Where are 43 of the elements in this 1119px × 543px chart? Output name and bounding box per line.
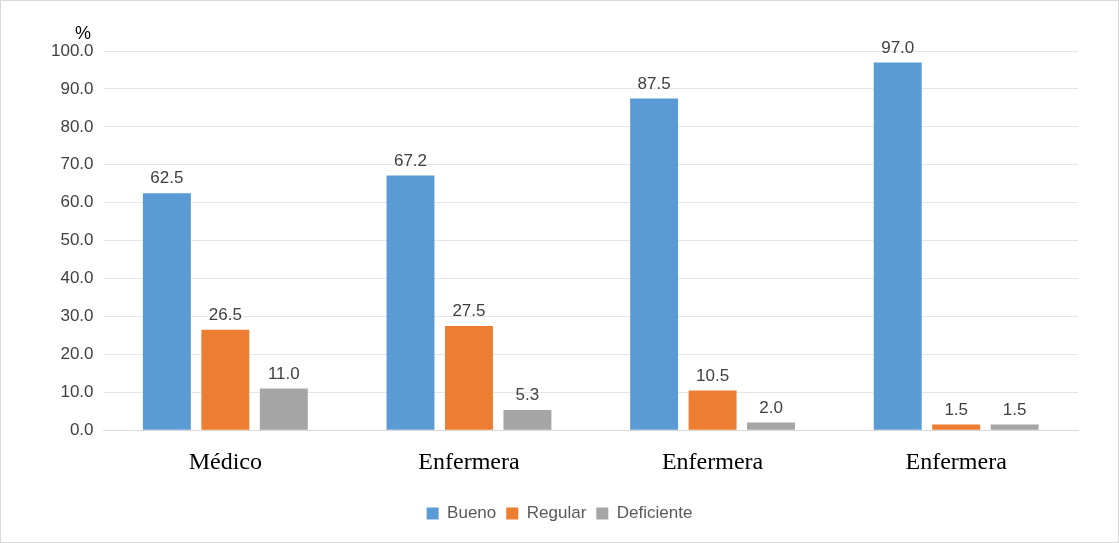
data-label: 67.2 xyxy=(393,150,428,170)
bar xyxy=(630,98,679,430)
bar xyxy=(932,424,981,430)
bar xyxy=(990,424,1039,430)
legend-label: Deficiente xyxy=(616,503,693,523)
x-tick-label: Enfermera xyxy=(905,447,1008,474)
x-tick-label: Enfermera xyxy=(661,447,764,474)
legend-label: Regular xyxy=(526,503,587,523)
bar xyxy=(386,175,435,430)
bar xyxy=(142,193,191,430)
data-label: 10.5 xyxy=(696,365,730,385)
bar xyxy=(503,410,552,430)
bar xyxy=(201,329,250,430)
x-tick-label: Enfermera xyxy=(418,447,520,474)
y-tick-label: 60.0 xyxy=(60,192,94,212)
bar xyxy=(747,422,796,430)
data-label: 26.5 xyxy=(208,304,242,324)
x-tick-label: Médico xyxy=(188,447,263,474)
y-tick-label: 10.0 xyxy=(60,381,94,401)
data-label: 62.5 xyxy=(150,168,184,188)
data-label: 5.3 xyxy=(515,385,540,405)
data-label: 27.5 xyxy=(452,301,486,321)
y-tick-label: 70.0 xyxy=(60,154,94,174)
y-tick-label: 40.0 xyxy=(60,268,94,288)
legend-label: Bueno xyxy=(447,503,497,523)
y-tick-label: 0.0 xyxy=(69,419,94,439)
bar xyxy=(873,62,922,430)
data-label: 11.0 xyxy=(267,363,300,383)
data-label: 2.0 xyxy=(759,397,783,417)
y-tick-label: 90.0 xyxy=(60,78,94,98)
y-tick-label: 100.0 xyxy=(50,40,94,60)
data-label: 1.5 xyxy=(1002,399,1027,419)
y-tick-label: 30.0 xyxy=(60,306,94,326)
bar xyxy=(259,388,308,430)
y-axis-title: % xyxy=(74,22,92,43)
bar xyxy=(444,325,493,430)
y-tick-label: 20.0 xyxy=(60,344,94,364)
y-tick-label: 80.0 xyxy=(60,116,94,136)
y-tick-label: 50.0 xyxy=(60,230,94,250)
data-label: 87.5 xyxy=(637,73,671,93)
data-label: 97.0 xyxy=(881,37,915,57)
data-label: 1.5 xyxy=(944,399,969,419)
bar xyxy=(688,390,737,430)
